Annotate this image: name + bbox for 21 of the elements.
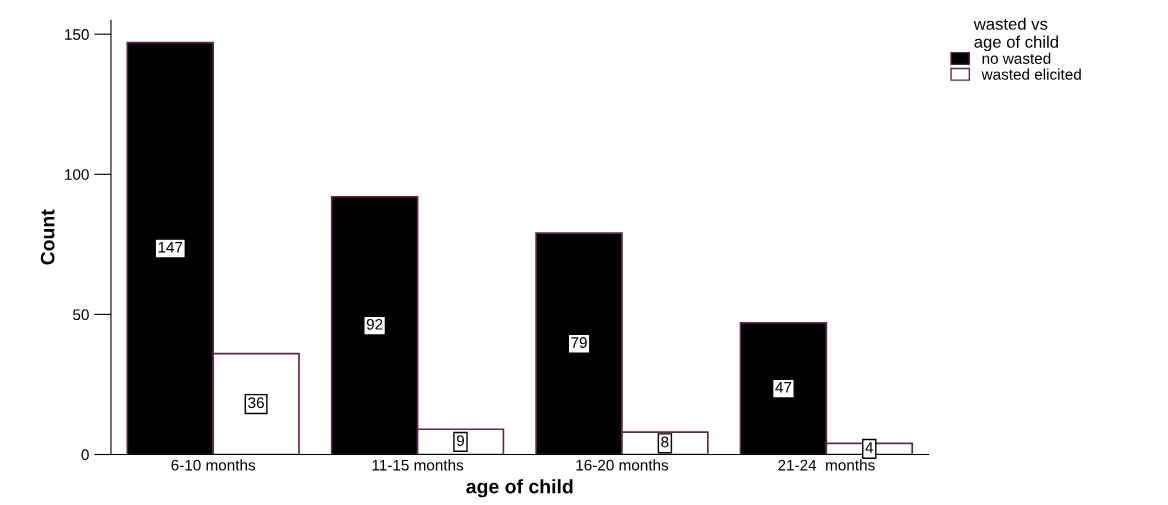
y-tick-label: 50 [73,309,89,321]
x-tick-label: 11-15 months [372,459,464,471]
x-tick-label: 16-20 months [576,459,669,471]
data-label: 8 [661,436,669,448]
data-label: 92 [366,318,383,330]
data-label: 9 [456,435,465,446]
x-tick-label: 6-10 months [171,459,256,471]
x-axis-title: age of child [466,479,573,498]
legend-label: no wasted [982,52,1051,64]
y-tick-label: 0 [81,449,89,461]
y-axis-title: Count [40,209,55,265]
data-label: 4 [865,442,874,453]
data-label: 47 [775,382,792,393]
legend-label: wasted elicited [981,68,1081,80]
y-tick-label: 150 [65,29,89,40]
x-tick-label: 21-24 months [778,459,875,471]
y-tick-label: 100 [65,169,89,180]
legend-title: wasted vs age of child [973,17,1058,52]
data-label: 147 [158,242,183,253]
data-label: 79 [571,337,587,348]
data-label: 36 [248,397,264,409]
